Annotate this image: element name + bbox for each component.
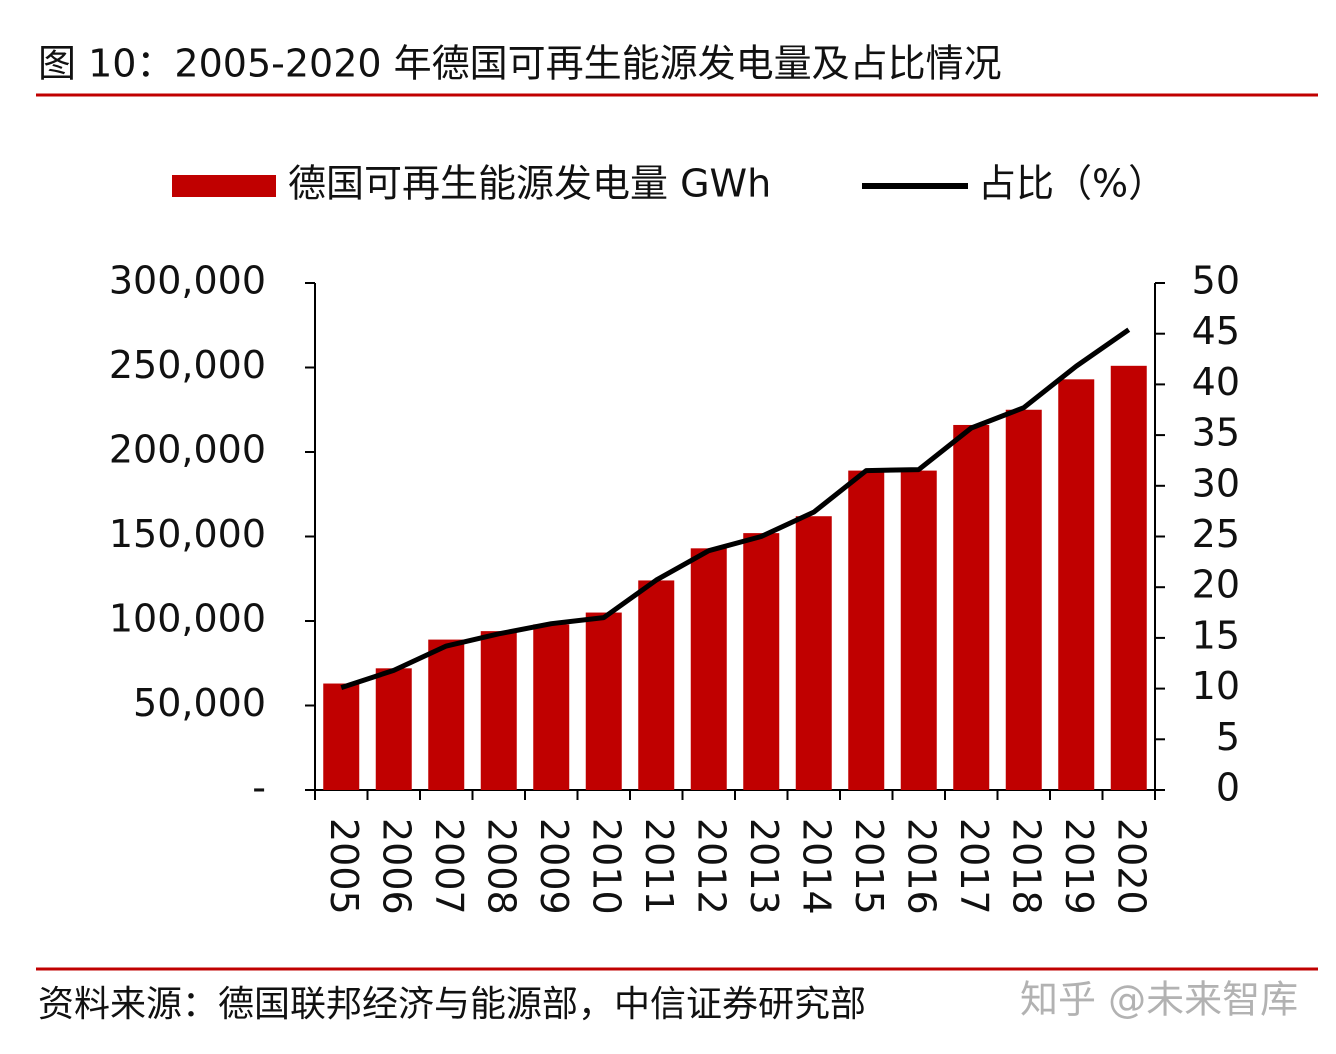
source: 资料来源：德国联邦经济与能源部，中信证券研究部 bbox=[38, 984, 866, 1025]
bar bbox=[323, 683, 360, 790]
y2-tick-label: 25 bbox=[1192, 512, 1240, 556]
x-tick-label: 2012 bbox=[689, 818, 733, 915]
y-tick-label: 300,000 bbox=[109, 259, 266, 303]
x-tick-label: 2016 bbox=[899, 818, 943, 915]
y2-tick-label: 40 bbox=[1192, 360, 1240, 404]
bar bbox=[585, 612, 622, 790]
line bbox=[340, 327, 1131, 690]
legend-swatch bbox=[172, 175, 276, 197]
x-tick-label: 2013 bbox=[742, 818, 786, 915]
bar bbox=[953, 424, 990, 790]
y2-tick-label: 20 bbox=[1192, 563, 1240, 607]
x-tick-label: 2005 bbox=[322, 818, 366, 915]
bar bbox=[533, 624, 570, 790]
bar bbox=[1005, 409, 1042, 790]
bar bbox=[848, 470, 885, 790]
x-tick-label: 2009 bbox=[532, 818, 576, 915]
bar bbox=[795, 516, 832, 790]
x-tick-label: 2006 bbox=[374, 818, 418, 915]
x-tick-label: 2014 bbox=[794, 818, 838, 915]
bar bbox=[638, 580, 675, 790]
y-tick-label: 100,000 bbox=[109, 597, 266, 641]
y-tick-label: - bbox=[252, 766, 266, 810]
bar bbox=[1110, 365, 1147, 790]
legend-label: 德国可再生能源发电量 GWh bbox=[288, 162, 771, 206]
y2-tick-label: 35 bbox=[1192, 411, 1240, 455]
x-tick-label: 2015 bbox=[847, 818, 891, 915]
x-tick-label: 2019 bbox=[1057, 818, 1101, 915]
y-tick-label: 250,000 bbox=[109, 343, 266, 387]
y2-tick-label: 0 bbox=[1216, 766, 1240, 810]
bar bbox=[428, 639, 465, 790]
watermark: 知乎 @未来智库 bbox=[1020, 978, 1298, 1022]
y2-tick-label: 10 bbox=[1192, 664, 1240, 708]
y2-tick-label: 5 bbox=[1216, 715, 1240, 759]
x-tick-label: 2018 bbox=[1004, 818, 1048, 915]
x-tick-label: 2010 bbox=[584, 818, 628, 915]
x-tick-label: 2007 bbox=[427, 818, 471, 915]
bar bbox=[900, 470, 937, 790]
y2-tick-label: 30 bbox=[1192, 461, 1240, 505]
bar bbox=[1058, 379, 1095, 790]
y2-tick-label: 50 bbox=[1192, 259, 1240, 303]
bar bbox=[480, 631, 517, 790]
legend-label: 占比（%） bbox=[978, 162, 1166, 206]
x-tick-label: 2011 bbox=[637, 818, 681, 915]
x-tick-label: 2017 bbox=[952, 818, 996, 915]
bar bbox=[375, 668, 412, 790]
x-tick-label: 2020 bbox=[1109, 818, 1153, 915]
y-tick-label: 50,000 bbox=[133, 681, 266, 725]
y-tick-label: 150,000 bbox=[109, 512, 266, 556]
x-tick-label: 2008 bbox=[479, 818, 523, 915]
y2-tick-label: 15 bbox=[1192, 613, 1240, 657]
chart-title: 图 10：2005-2020 年德国可再生能源发电量及占比情况 bbox=[38, 42, 1002, 86]
bar bbox=[690, 548, 727, 790]
y-tick-label: 200,000 bbox=[109, 428, 266, 472]
bar bbox=[743, 533, 780, 790]
y2-tick-label: 45 bbox=[1192, 309, 1240, 353]
